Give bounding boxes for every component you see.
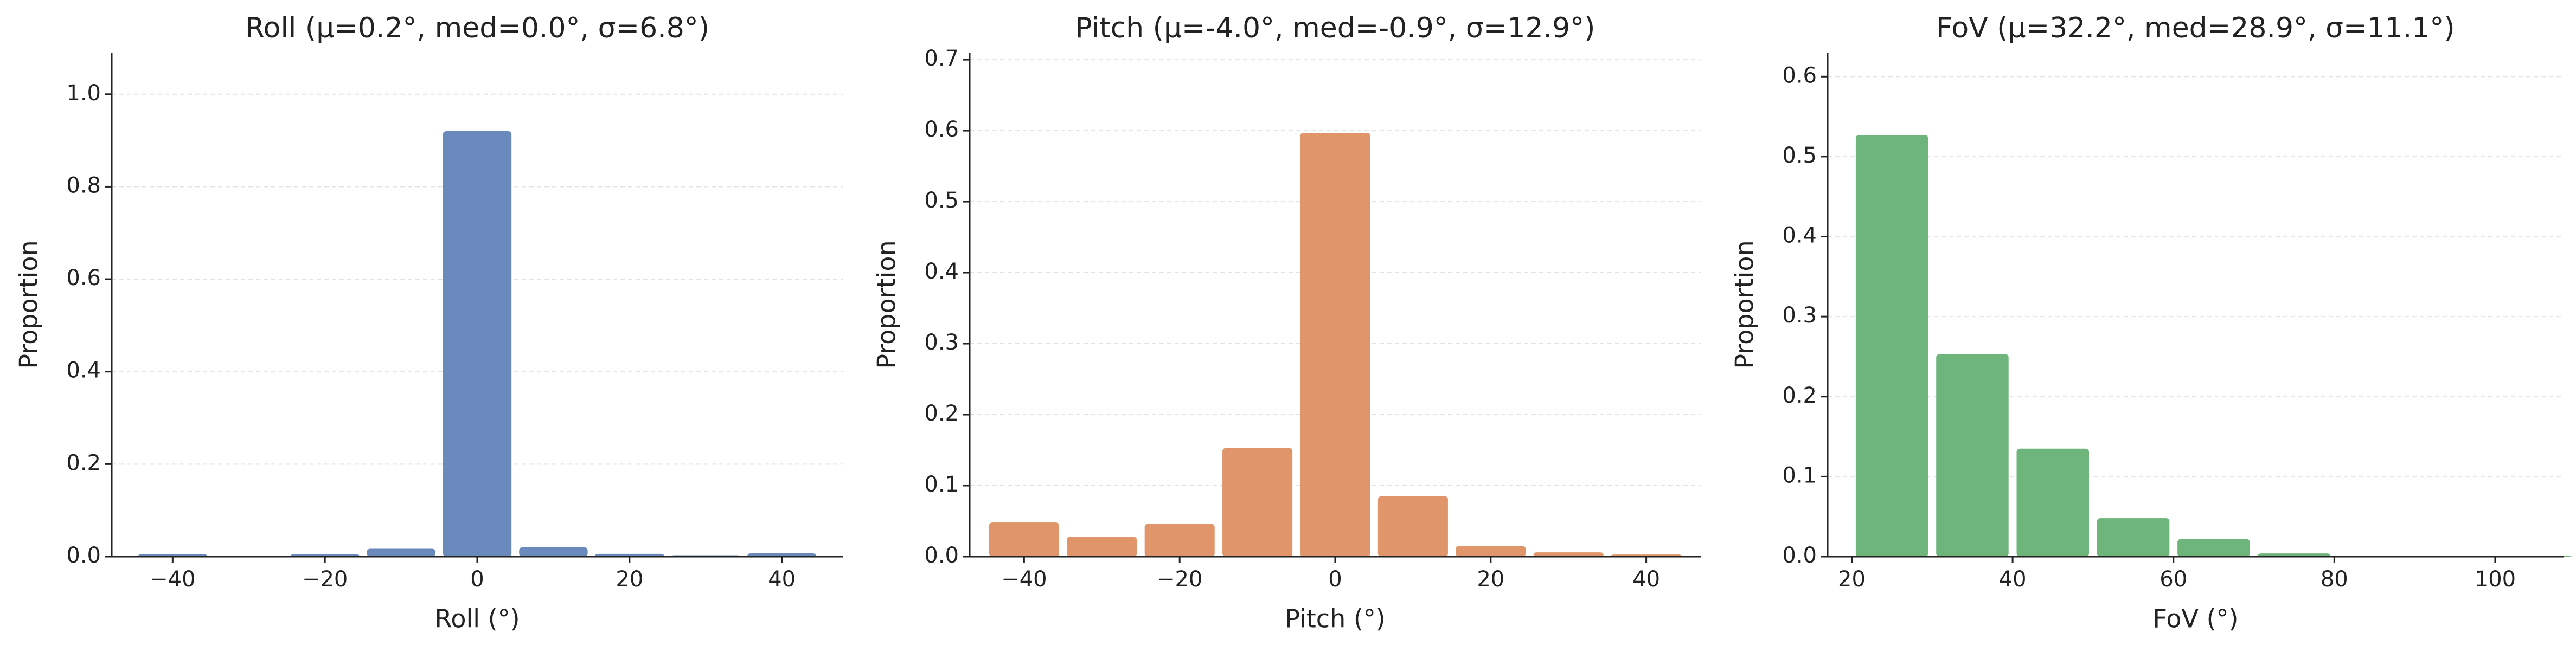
bar <box>1533 552 1604 557</box>
y-tick-label: 0.3 <box>1782 303 1817 328</box>
bar <box>367 548 435 557</box>
x-tick-label: −40 <box>150 567 195 592</box>
bar <box>1222 448 1293 557</box>
x-tick-label: −40 <box>1001 567 1047 592</box>
x-tick-label: 80 <box>2321 567 2348 592</box>
x-tick-label: 40 <box>768 567 796 592</box>
chart-title: Roll (μ=0.2°, med=0.0°, σ=6.8°) <box>245 12 709 44</box>
y-tick-label: 0.8 <box>66 173 101 198</box>
bar <box>2177 539 2250 557</box>
y-tick-label: 0.5 <box>1782 143 1817 168</box>
y-tick-label: 0.2 <box>924 401 959 426</box>
y-tick-label: 0.1 <box>1782 463 1817 488</box>
y-tick-label: 0.3 <box>924 330 959 355</box>
bar <box>989 522 1059 557</box>
x-tick-label: 0 <box>1328 567 1342 592</box>
x-axis-label: Pitch (°) <box>1285 604 1386 634</box>
bar <box>1300 133 1370 557</box>
y-tick-label: 0.0 <box>1782 543 1817 568</box>
y-tick-label: 0.2 <box>1782 383 1817 408</box>
x-tick-label: 40 <box>1632 567 1660 592</box>
bar <box>443 131 512 557</box>
y-tick-label: 0.6 <box>1782 63 1817 88</box>
x-tick-label: 20 <box>616 567 643 592</box>
y-tick-label: 0.2 <box>66 450 101 475</box>
x-axis-label: Roll (°) <box>434 604 520 634</box>
x-tick-label: 60 <box>2160 567 2187 592</box>
x-tick-label: −20 <box>302 567 348 592</box>
x-tick-label: 40 <box>1999 567 2027 592</box>
bar <box>1855 135 1928 557</box>
bar <box>1456 546 1526 557</box>
y-tick-label: 0.6 <box>924 117 959 142</box>
x-axis-label: FoV (°) <box>2153 604 2239 634</box>
x-tick-label: 0 <box>470 567 484 592</box>
y-axis-label: Proportion <box>872 240 901 369</box>
bar <box>1144 524 1215 557</box>
x-tick-label: 20 <box>1838 567 1866 592</box>
x-tick-label: 100 <box>2475 567 2516 592</box>
chart-title: Pitch (μ=-4.0°, med=-0.9°, σ=12.9°) <box>1075 12 1595 44</box>
bar <box>2016 448 2089 557</box>
y-tick-label: 0.4 <box>1782 223 1817 248</box>
y-tick-label: 0.6 <box>66 266 101 291</box>
chart-title: FoV (μ=32.2°, med=28.9°, σ=11.1°) <box>1936 12 2455 44</box>
x-tick-label: 20 <box>1477 567 1504 592</box>
y-tick-label: 0.4 <box>924 259 959 284</box>
bar <box>1067 537 1137 557</box>
y-tick-label: 0.0 <box>66 543 101 568</box>
x-tick-label: −20 <box>1157 567 1202 592</box>
bar <box>1377 496 1448 557</box>
bar <box>519 547 588 557</box>
y-tick-label: 1.0 <box>66 81 101 106</box>
y-axis-label: Proportion <box>1730 240 1759 369</box>
bar <box>1936 354 2009 557</box>
y-tick-label: 0.1 <box>924 472 959 497</box>
y-axis-label: Proportion <box>14 240 43 369</box>
y-tick-label: 0.0 <box>924 543 959 568</box>
y-tick-label: 0.4 <box>66 358 101 383</box>
y-tick-label: 0.5 <box>924 188 959 213</box>
bar <box>2097 518 2170 557</box>
y-tick-label: 0.7 <box>924 46 959 71</box>
